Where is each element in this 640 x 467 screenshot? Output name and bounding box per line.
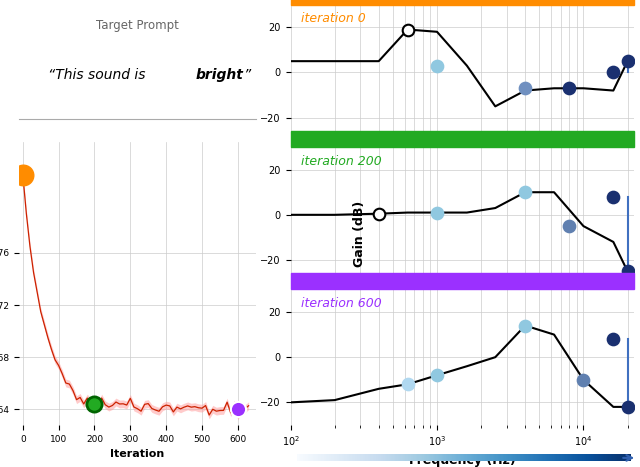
Bar <box>291 0 634 5</box>
Text: Gain (dB): Gain (dB) <box>353 200 366 267</box>
Point <box>564 222 574 230</box>
Point <box>374 210 384 218</box>
Point <box>623 268 633 275</box>
Point <box>608 193 618 200</box>
Point <box>520 322 531 329</box>
Text: Target Prompt: Target Prompt <box>96 19 179 32</box>
Point <box>564 85 574 92</box>
Text: “This sound is: “This sound is <box>47 68 150 82</box>
Point <box>432 372 442 379</box>
Text: bright: bright <box>195 68 243 82</box>
Bar <box>291 131 634 147</box>
Point <box>608 69 618 76</box>
Text: iteration 200: iteration 200 <box>301 155 381 168</box>
Point <box>623 57 633 65</box>
Point <box>90 400 100 408</box>
Point <box>579 376 589 383</box>
X-axis label: Iteration: Iteration <box>110 449 164 459</box>
Point <box>608 335 618 343</box>
Text: iteration 600: iteration 600 <box>301 297 381 310</box>
Text: ”: ” <box>243 68 250 82</box>
Point <box>623 403 633 410</box>
Point <box>432 62 442 70</box>
Point <box>18 171 28 178</box>
Point <box>520 85 531 92</box>
Point <box>233 406 243 413</box>
Point <box>403 26 413 33</box>
Point <box>520 189 531 196</box>
Bar <box>291 273 634 290</box>
X-axis label: Frequency (Hz): Frequency (Hz) <box>409 454 515 467</box>
Point <box>432 209 442 216</box>
Point <box>403 381 413 388</box>
Text: iteration 0: iteration 0 <box>301 12 365 25</box>
